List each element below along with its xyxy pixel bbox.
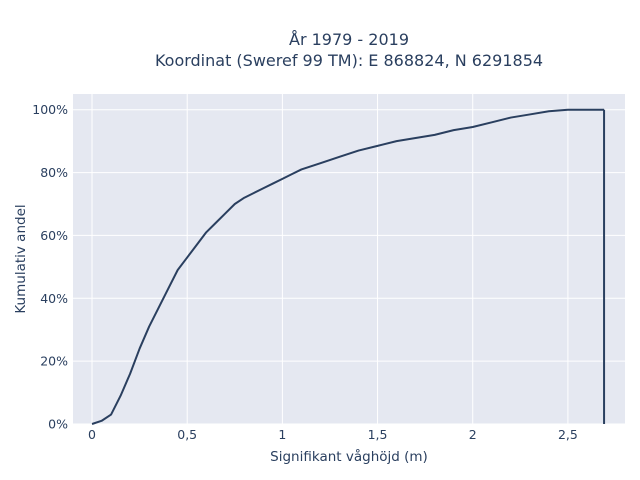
x-tick-label: 0 bbox=[88, 427, 96, 442]
chart-title-line2: Koordinat (Sweref 99 TM): E 868824, N 62… bbox=[155, 51, 543, 70]
x-tick-label: 1,5 bbox=[368, 427, 388, 442]
y-tick-label: 0% bbox=[48, 417, 68, 432]
y-axis-title: Kumulativ andel bbox=[13, 204, 29, 313]
plot-area bbox=[73, 94, 625, 424]
y-tick-label: 100% bbox=[32, 102, 68, 117]
x-axis-title: Signifikant våghöjd (m) bbox=[270, 448, 428, 465]
y-tick-label: 40% bbox=[40, 291, 68, 306]
tick-labels: 0 0,5 1 1,5 2 2,5 0% 20% 40% 60% 80% 100% bbox=[32, 102, 578, 442]
cdf-series-line bbox=[91, 108, 605, 425]
y-tick-label: 80% bbox=[40, 165, 68, 180]
x-tick-label: 0,5 bbox=[177, 427, 197, 442]
x-tick-label: 2,5 bbox=[558, 427, 578, 442]
grid bbox=[73, 94, 625, 425]
series-layer bbox=[91, 108, 606, 425]
chart-title-line1: År 1979 - 2019 bbox=[289, 30, 409, 49]
y-tick-label: 60% bbox=[40, 228, 68, 243]
x-tick-label: 2 bbox=[469, 427, 477, 442]
x-tick-label: 1 bbox=[278, 427, 286, 442]
y-tick-label: 20% bbox=[40, 354, 68, 369]
